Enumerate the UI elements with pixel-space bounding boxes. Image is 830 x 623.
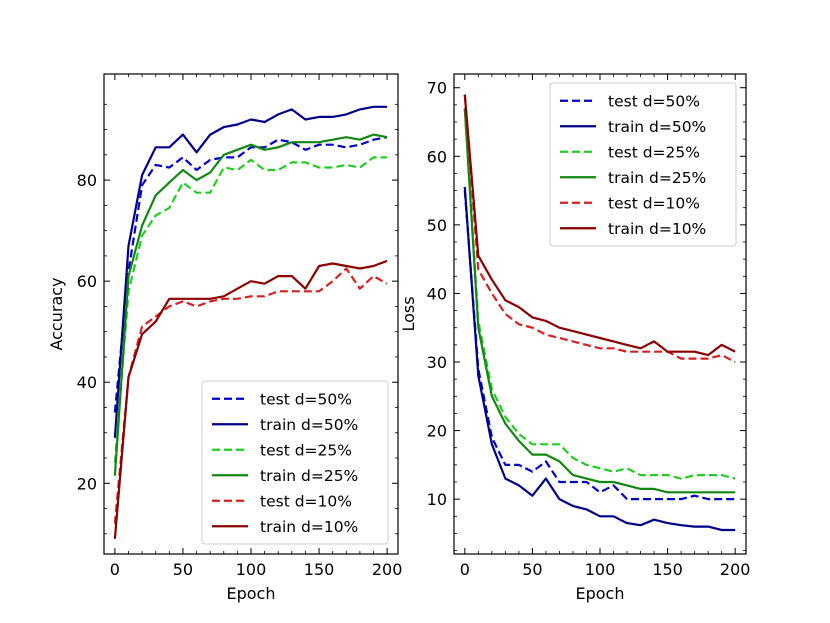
acc-legend-label-4: test d=10% (260, 492, 352, 510)
loss-series-line-train-d-10- (463, 94, 736, 357)
acc-xtick-label-4: 200 (372, 560, 403, 579)
loss-legend-label-3: train d=25% (608, 169, 706, 187)
loss-xtick-label-1: 50 (522, 560, 542, 579)
loss-ytick-label-5: 60 (427, 147, 447, 166)
acc-legend-label-0: test d=50% (260, 390, 352, 408)
acc-ytick-label-1: 40 (77, 373, 97, 392)
acc-legend-label-2: test d=25% (260, 441, 352, 459)
loss-legend-label-5: train d=10% (608, 220, 706, 238)
loss-ytick-label-1: 20 (427, 422, 447, 441)
loss-ytick-label-3: 40 (427, 284, 447, 303)
acc-series-line-test-d-50- (113, 136, 388, 413)
acc-series-line-test-d-25- (113, 156, 388, 464)
loss-series-line-test-d-50- (463, 190, 736, 501)
loss-y-axis-label: Loss (399, 296, 418, 331)
acc-y-axis-label: Accuracy (47, 277, 66, 350)
loss-series-line-test-d-25- (463, 108, 736, 480)
loss-legend-label-2: test d=25% (608, 143, 700, 161)
loss-legend-box (549, 82, 737, 247)
acc-legend-label-3: train d=25% (260, 467, 358, 485)
acc-series-line-train-d-50- (113, 105, 388, 438)
acc-xtick-label-0: 0 (110, 560, 120, 579)
loss-ytick-label-6: 70 (427, 79, 447, 98)
acc-ytick-label-2: 60 (77, 272, 97, 291)
loss-legend-label-1: train d=50% (608, 118, 706, 136)
loss-series-line-train-d-25- (463, 108, 736, 494)
acc-legend-box (201, 380, 389, 545)
loss-xtick-label-4: 200 (720, 560, 751, 579)
loss-series-line-test-d-10- (463, 94, 736, 363)
loss-series-line-train-d-50- (463, 187, 736, 532)
acc-ytick-label-3: 80 (77, 171, 97, 190)
acc-legend-label-5: train d=10% (260, 518, 358, 536)
acc-legend-label-1: train d=50% (260, 416, 358, 434)
acc-xtick-label-3: 150 (304, 560, 335, 579)
loss-ytick-label-4: 50 (427, 216, 447, 235)
loss-legend-label-0: test d=50% (608, 92, 700, 110)
loss-legend-label-4: test d=10% (608, 194, 700, 212)
accuracy-panel: 0 50 100 150 200 20 40 60 80 Epoch Accuracy test d=… (47, 73, 403, 603)
loss-xtick-label-3: 150 (652, 560, 683, 579)
loss-panel: 0 50 100 150 200 10 20 30 40 50 60 70 Epoch Loss test … (399, 73, 751, 603)
acc-x-axis-label: Epoch (227, 584, 276, 603)
loss-x-axis-label: Epoch (576, 584, 625, 603)
loss-xtick-label-2: 100 (585, 560, 616, 579)
acc-series-line-train-d-10- (113, 259, 388, 539)
acc-xtick-label-1: 50 (173, 560, 193, 579)
acc-series-line-train-d-25- (113, 133, 388, 476)
loss-ytick-label-0: 10 (427, 490, 447, 509)
acc-ytick-label-0: 20 (77, 474, 97, 493)
loss-ytick-label-2: 30 (427, 353, 447, 372)
loss-xtick-label-0: 0 (460, 560, 470, 579)
acc-xtick-label-2: 100 (236, 560, 267, 579)
